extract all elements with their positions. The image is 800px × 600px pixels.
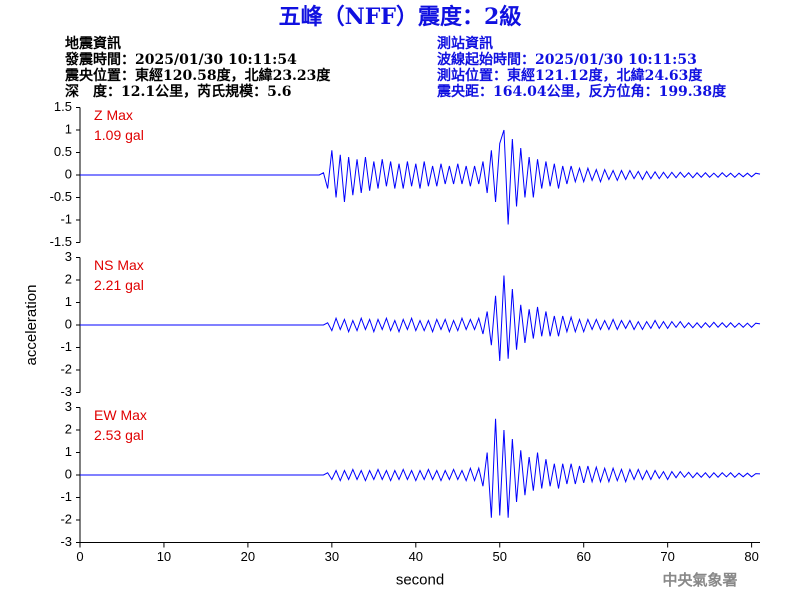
y-tick-label: 2 xyxy=(65,421,72,436)
info-line: 測站資訊 xyxy=(437,35,493,52)
y-tick-label: 0 xyxy=(65,316,72,331)
y-tick-label: -1.5 xyxy=(50,234,72,249)
info-line: 測站位置：東經121.12度，北緯24.63度 xyxy=(437,67,703,84)
max-annotation: 2.21 gal xyxy=(94,277,144,293)
info-line: 波線起始時間：2025/01/30 10:11:53 xyxy=(437,51,697,68)
max-annotation: EW Max xyxy=(94,407,147,423)
y-tick-label: -1 xyxy=(60,489,72,504)
x-tick-label: 70 xyxy=(660,549,674,564)
x-tick-label: 30 xyxy=(325,549,339,564)
x-tick-label: 50 xyxy=(493,549,507,564)
info-line: 地震資訊 xyxy=(65,35,121,52)
y-tick-label: -2 xyxy=(60,511,72,526)
y-tick-label: -0.5 xyxy=(50,189,72,204)
x-tick-label: 80 xyxy=(744,549,758,564)
y-tick-label: 1.5 xyxy=(54,99,72,114)
footer: 中央氣象署 xyxy=(662,571,737,589)
max-annotation: 2.53 gal xyxy=(94,427,144,443)
x-axis-label: second xyxy=(396,571,444,588)
y-tick-label: -3 xyxy=(60,534,72,549)
quake-info: 地震資訊 發震時間：2025/01/30 10:11:54 震央位置：東經120… xyxy=(64,35,331,100)
y-tick-label: 1 xyxy=(65,121,72,136)
waveform xyxy=(80,418,761,518)
info-line: 發震時間：2025/01/30 10:11:54 xyxy=(64,51,297,68)
station-info: 測站資訊 波線起始時間：2025/01/30 10:11:53 測站位置：東經1… xyxy=(436,35,727,100)
y-tick-label: 0 xyxy=(65,466,72,481)
info-line: 震央位置：東經120.58度，北緯23.23度 xyxy=(64,67,331,84)
y-tick-label: 3 xyxy=(65,399,72,414)
page-title: 五峰（NFF）震度：2級 xyxy=(279,4,522,30)
x-tick-label: 10 xyxy=(157,549,171,564)
max-annotation: Z Max xyxy=(94,107,133,123)
y-tick-label: 0.5 xyxy=(54,144,72,159)
waveform xyxy=(80,275,761,362)
y-tick-label: 1 xyxy=(65,444,72,459)
max-annotation: 1.09 gal xyxy=(94,127,144,143)
y-tick-label: -1 xyxy=(60,339,72,354)
y-tick-label: 1 xyxy=(65,294,72,309)
x-tick-label: 20 xyxy=(241,549,255,564)
y-tick-label: 2 xyxy=(65,271,72,286)
y-tick-label: -2 xyxy=(60,361,72,376)
y-tick-label: 3 xyxy=(65,249,72,264)
max-annotation: NS Max xyxy=(94,257,144,273)
y-axis-label: acceleration xyxy=(23,285,40,366)
x-tick-label: 40 xyxy=(409,549,423,564)
info-line: 深 度：12.1公里，芮氏規模：5.6 xyxy=(65,83,291,100)
y-tick-label: 0 xyxy=(65,166,72,181)
y-tick-label: -3 xyxy=(60,384,72,399)
y-tick-label: -1 xyxy=(60,211,72,226)
info-line: 震央距：164.04公里，反方位角：199.38度 xyxy=(436,83,727,100)
x-tick-label: 0 xyxy=(76,549,83,564)
x-tick-label: 60 xyxy=(576,549,590,564)
waveform xyxy=(80,129,761,225)
